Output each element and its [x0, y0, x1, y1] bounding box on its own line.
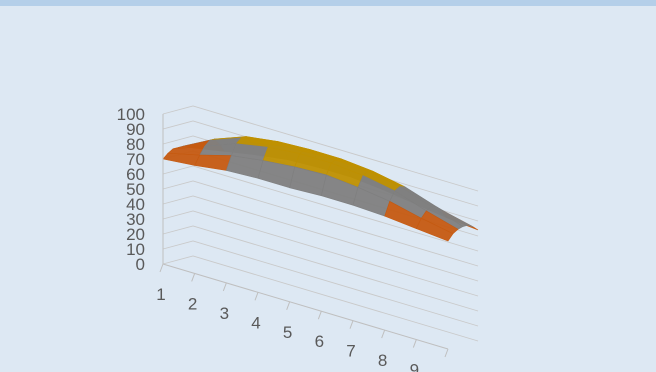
z-tick-label-10: 10 — [126, 240, 145, 259]
x-axis-tick-labels: 1 2 3 4 5 6 7 8 9 10 — [156, 285, 455, 372]
surface-plot — [162, 136, 479, 242]
x-tick-mark-7 — [349, 320, 354, 329]
surface-cell-0-8 — [415, 217, 454, 242]
gridline-z-2 — [162, 225, 479, 312]
z-tick-label-80: 80 — [126, 135, 145, 154]
x-tick-mark-5 — [286, 301, 291, 310]
gridline-z-0 — [162, 255, 479, 342]
x-tick-label-6: 6 — [315, 332, 324, 351]
x-tick-mark-4 — [254, 292, 259, 301]
x-tick-label-9: 9 — [410, 361, 419, 372]
z-tick-label-40: 40 — [126, 195, 145, 214]
z-tick-label-90: 90 — [126, 120, 145, 139]
axes — [159, 114, 449, 358]
x-tick-mark-2 — [191, 273, 196, 282]
x-tick-mark-10 — [444, 348, 449, 358]
x-tick-label-7: 7 — [346, 342, 355, 361]
gridline-z-3 — [162, 210, 479, 297]
x-tick-mark-8 — [381, 329, 386, 339]
gridline-z-4 — [162, 195, 479, 282]
gridline-z-10 — [162, 105, 479, 192]
x-tick-mark-1 — [159, 263, 164, 273]
gridline-z-1 — [162, 240, 479, 327]
x-tick-mark-3 — [222, 282, 227, 292]
z-tick-label-30: 30 — [126, 210, 145, 229]
x-tick-label-3: 3 — [220, 304, 229, 323]
x-tick-label-2: 2 — [188, 294, 197, 313]
x-tick-mark-6 — [317, 311, 322, 320]
z-tick-label-70: 70 — [126, 150, 145, 169]
x-tick-label-1: 1 — [156, 285, 165, 304]
z-tick-label-60: 60 — [126, 165, 145, 184]
z-tick-label-50: 50 — [126, 180, 145, 199]
x-axis-line — [162, 263, 449, 350]
x-tick-label-8: 8 — [378, 351, 387, 370]
x-tick-label-4: 4 — [251, 313, 260, 332]
x-tick-label-5: 5 — [283, 323, 292, 342]
z-tick-label-100: 100 — [117, 105, 145, 124]
gridline-z-5 — [162, 180, 479, 267]
x-tick-mark-9 — [412, 339, 417, 348]
z-tick-label-0: 0 — [136, 255, 145, 274]
x-tick-label-10: 10 — [437, 370, 456, 372]
gridline-z-6 — [162, 165, 479, 252]
chart-top-strip — [0, 0, 656, 6]
z-tick-label-20: 20 — [126, 225, 145, 244]
